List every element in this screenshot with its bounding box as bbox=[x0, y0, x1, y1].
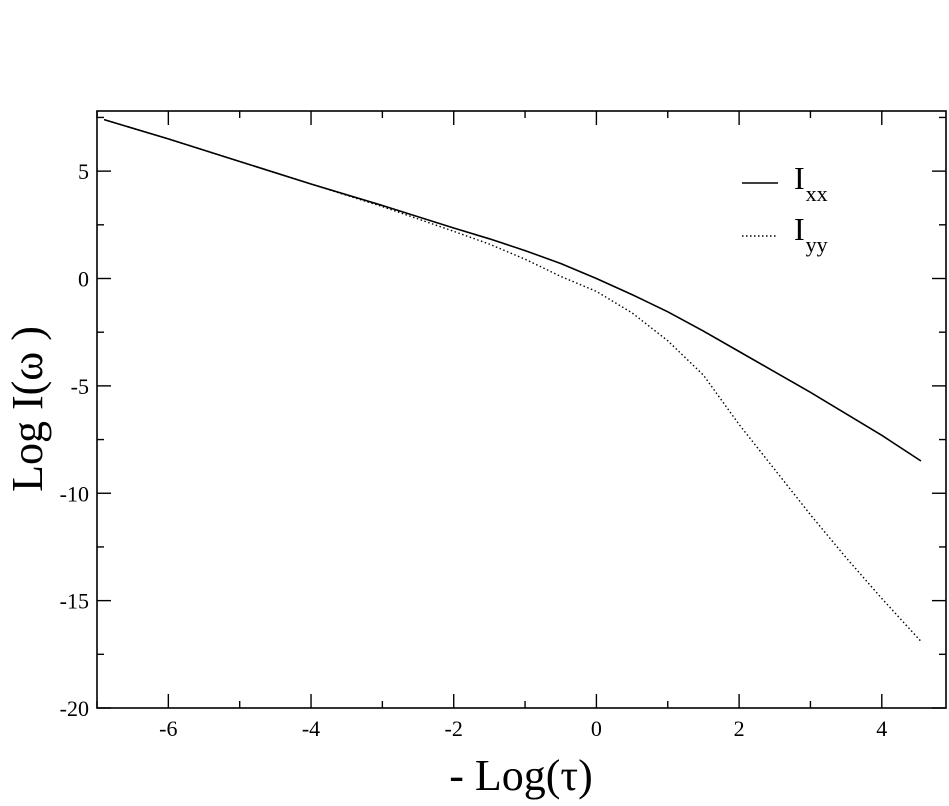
x-tick-label: -6 bbox=[159, 716, 177, 741]
y-axis-title: Log I(ω ) bbox=[3, 326, 52, 492]
series-line-iyy bbox=[103, 118, 922, 642]
y-tick-label: 5 bbox=[78, 159, 89, 184]
legend: Ixx Iyy bbox=[742, 160, 828, 257]
legend-label-iyy: Iyy bbox=[794, 211, 828, 257]
series-lines bbox=[103, 118, 922, 642]
x-tick-label: 0 bbox=[591, 716, 602, 741]
y-tick-label: -15 bbox=[60, 589, 89, 614]
y-tick-label: -10 bbox=[60, 481, 89, 506]
x-tick-label: -4 bbox=[302, 716, 320, 741]
y-tick-label: -5 bbox=[71, 374, 89, 399]
y-tick-label: 0 bbox=[78, 267, 89, 292]
axis-ticks bbox=[96, 111, 946, 709]
tick-labels: -6 -4 -2 0 2 450-5-10-15-20 bbox=[60, 159, 888, 741]
legend-label-ixx: Ixx bbox=[794, 160, 828, 206]
plot-frame bbox=[96, 110, 947, 709]
y-tick-label: -20 bbox=[60, 696, 89, 721]
x-axis-title: - Log(τ) bbox=[449, 751, 593, 800]
x-tick-label: 4 bbox=[876, 716, 887, 741]
x-tick-label: 2 bbox=[734, 716, 745, 741]
x-tick-label: -2 bbox=[445, 716, 463, 741]
